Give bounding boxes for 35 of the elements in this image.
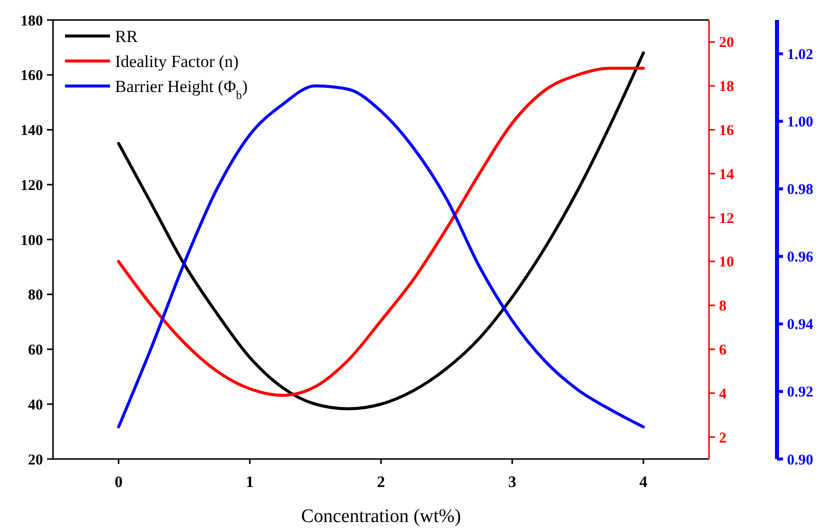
- y2-tick-label: 4: [719, 386, 727, 402]
- x-tick-label: 1: [246, 474, 254, 491]
- y3-tick-label: 1.02: [787, 47, 814, 64]
- y-tick-label: 100: [20, 232, 43, 249]
- legend-label: Barrier Height (Φ$_{b}$): [115, 76, 248, 102]
- y2-tick-label: 14: [719, 166, 734, 183]
- y3-tick-label: 1.00: [787, 114, 814, 131]
- y3-tick-label: 0.92: [787, 384, 814, 401]
- y-tick-label: 160: [20, 68, 43, 84]
- legend-label: RR: [115, 26, 138, 46]
- y-tick-label: 80: [28, 288, 43, 304]
- x-tick-label: 4: [639, 474, 648, 491]
- y3-tick-label: 0.98: [787, 182, 814, 198]
- y-tick-label: 120: [20, 178, 43, 194]
- y-tick-label: 20: [28, 452, 43, 468]
- y2-tick-label: 20: [719, 35, 734, 52]
- y2-tick-label: 12: [719, 210, 734, 227]
- y3-tick-label: 0.94: [787, 317, 814, 334]
- x-tick-label: 0: [114, 474, 123, 491]
- legend-label: Ideality Factor (n): [115, 52, 239, 71]
- y2-tick-label: 2: [719, 430, 726, 446]
- x-axis-title: Concentration (wt%): [301, 506, 461, 527]
- y-tick-label: 60: [28, 342, 43, 358]
- y-tick-label: 140: [20, 123, 43, 139]
- y2-tick-label: 10: [719, 254, 734, 271]
- y3-tick-label: 0.90: [787, 452, 814, 468]
- y2-tick-label: 18: [719, 79, 734, 96]
- x-tick-label: 3: [508, 474, 516, 491]
- y3-tick-label: 0.96: [787, 250, 814, 266]
- x-tick-label: 2: [377, 474, 385, 491]
- y2-tick-label: 16: [719, 123, 734, 139]
- y2-tick-label: 6: [719, 342, 727, 358]
- y-tick-label: 180: [20, 13, 43, 30]
- y2-tick-label: 8: [719, 298, 726, 315]
- y-tick-label: 40: [28, 397, 43, 414]
